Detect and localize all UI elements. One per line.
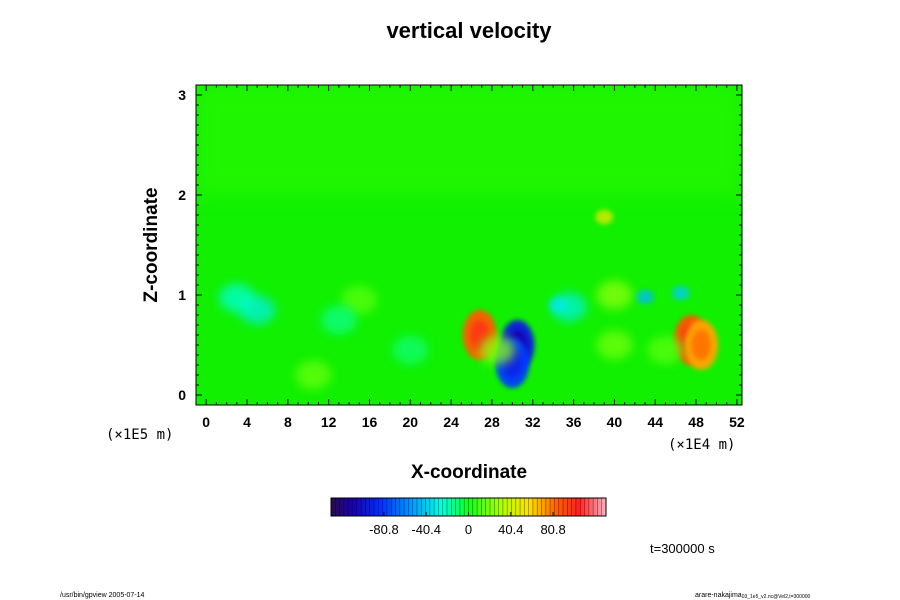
heatmap-cell [218, 283, 255, 313]
x-tick-label: 12 [321, 414, 337, 430]
heatmap-cell [320, 305, 357, 335]
x-unit-label: (×1E4 m) [668, 437, 735, 453]
y-tick-label: 3 [178, 87, 186, 103]
x-tick-label: 52 [729, 414, 745, 430]
x-tick-label: 48 [688, 414, 704, 430]
footer-right-sub: 03_1e5_v2.nc@Vel2,t=300000 [742, 594, 811, 600]
x-axis-label: X-coordinate [411, 462, 527, 483]
colorbar-tick-label: 80.8 [540, 522, 565, 537]
footer-right: arare-nakajima03_1e5_v2.nc@Vel2,t=300000 [695, 592, 811, 600]
upper-band [196, 85, 742, 195]
x-tick-label: 4 [243, 414, 251, 430]
x-tick-label: 28 [484, 414, 500, 430]
heatmap-cell-core [691, 330, 711, 360]
x-tick-label: 40 [607, 414, 623, 430]
x-axis-ticks: 0 4 8 12 16 20 24 28 32 36 40 44 48 52 [195, 85, 745, 430]
colorbar-tick-label: -40.4 [411, 522, 441, 537]
x-tick-label: 44 [647, 414, 663, 430]
heatmap-cell [295, 360, 332, 390]
heatmap-cell [596, 280, 633, 310]
heatmap-cell [392, 335, 429, 365]
heatmap-cell [636, 289, 655, 305]
colorbar-tick-label: 0 [465, 522, 472, 537]
x-tick-label: 16 [362, 414, 378, 430]
heatmap-cell [479, 335, 516, 365]
y-tick-label: 1 [178, 287, 186, 303]
heatmap-cell [596, 330, 633, 360]
heatmap-field [196, 85, 742, 390]
colorbar-tick-label: -80.8 [369, 522, 399, 537]
colorbar-stripes [334, 498, 603, 516]
x-tick-label: 0 [202, 414, 210, 430]
chart-title: vertical velocity [386, 18, 552, 43]
y-unit-label: (×1E5 m) [106, 427, 173, 443]
heatmap-cell [595, 209, 614, 225]
y-tick-label: 2 [178, 187, 186, 203]
y-axis-ticks: 0 1 2 3 [178, 84, 742, 406]
heatmap-cell [550, 292, 587, 322]
x-tick-label: 8 [284, 414, 292, 430]
heatmap-cell [671, 285, 690, 301]
colorbar-tick-label: 40.4 [498, 522, 523, 537]
heatmap-cell [341, 285, 378, 315]
x-tick-label: 32 [525, 414, 541, 430]
footer-right-main: arare-nakajima [695, 592, 742, 599]
heatmap-cell [647, 335, 684, 365]
footer-left: /usr/bin/gpview 2005-07-14 [60, 592, 145, 599]
colorbar-ticks: -80.8 -40.4 0 40.4 80.8 [369, 512, 566, 537]
time-label: t=300000 s [650, 541, 715, 556]
x-tick-label: 20 [403, 414, 419, 430]
x-tick-label: 36 [566, 414, 582, 430]
y-tick-label: 0 [178, 387, 186, 403]
heatmap-features [218, 209, 719, 390]
y-axis-label: Z-coordinate [141, 187, 162, 302]
x-tick-label: 24 [443, 414, 459, 430]
